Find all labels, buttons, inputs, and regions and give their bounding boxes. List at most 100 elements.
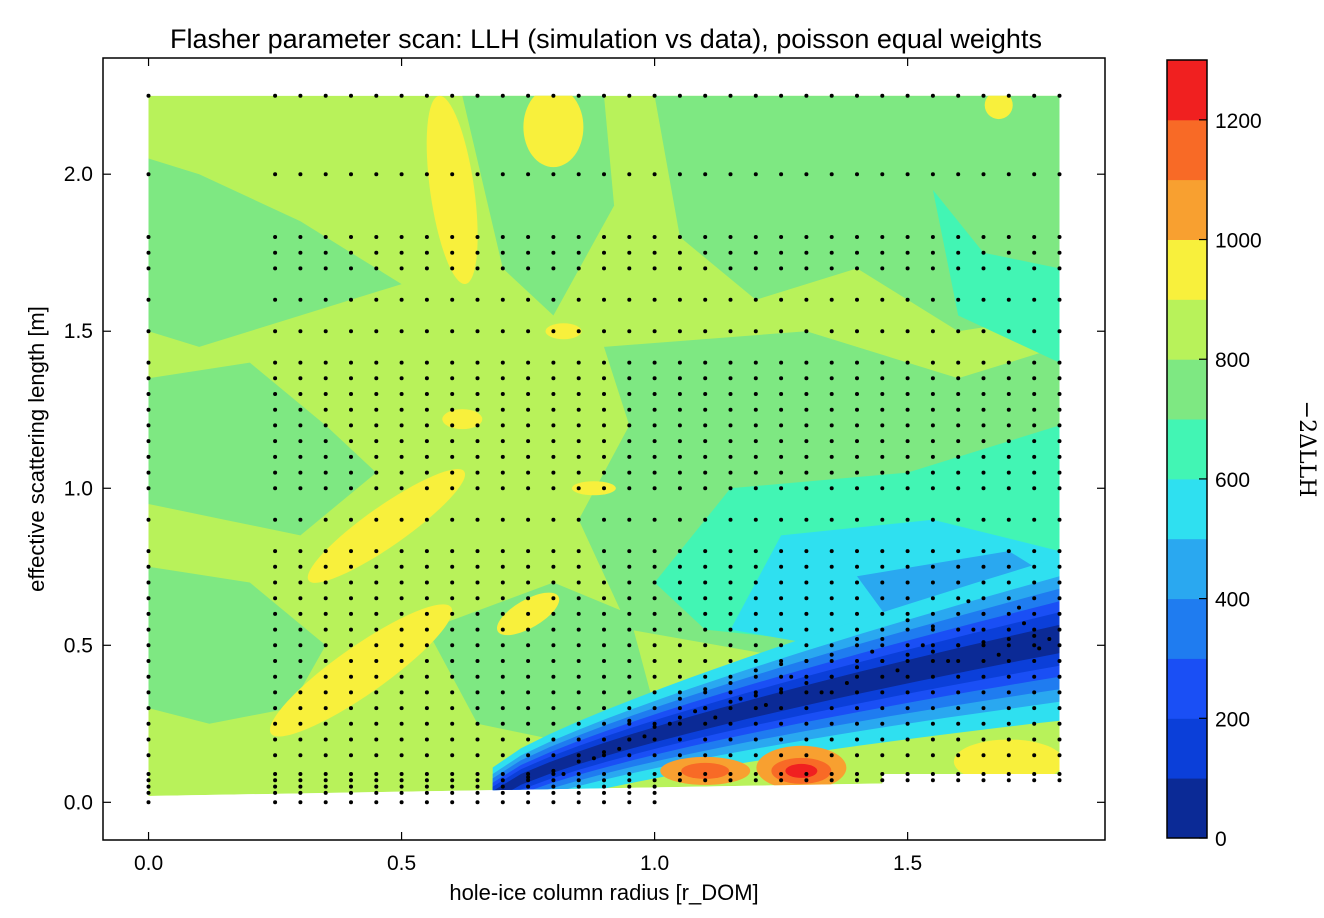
- sample-point: [981, 470, 986, 475]
- sample-point: [424, 674, 429, 679]
- sample-point: [1057, 235, 1062, 239]
- sample-point: [1032, 392, 1037, 396]
- sample-point: [500, 784, 505, 789]
- sample-point: [1057, 674, 1062, 679]
- colorbar-segment: [1167, 119, 1207, 181]
- colorbar-segment: [1167, 359, 1207, 420]
- sample-point: [450, 790, 455, 795]
- sample-point: [576, 93, 581, 98]
- sample-point: [905, 172, 910, 177]
- sample-point: [804, 659, 809, 663]
- sample-point: [273, 470, 278, 475]
- sample-point: [298, 454, 303, 459]
- contour-level-600-700-a: [932, 189, 1060, 363]
- sample-point: [602, 439, 606, 444]
- sample-point: [450, 392, 455, 396]
- sample-point: [829, 329, 834, 334]
- sample-point: [677, 549, 682, 554]
- sample-point: [703, 674, 708, 679]
- sample-point: [880, 611, 885, 616]
- sample-point: [753, 627, 758, 632]
- sample-point: [475, 800, 480, 805]
- sample-point: [146, 659, 151, 663]
- sample-point: [450, 596, 455, 601]
- sample-point: [905, 423, 910, 428]
- sample-point: [500, 376, 505, 381]
- sample-point: [576, 549, 581, 554]
- sample-point: [652, 784, 657, 789]
- sample-point: [804, 643, 809, 648]
- sample-point: [399, 93, 404, 98]
- sample-point: [855, 665, 859, 670]
- sample-point: [475, 596, 480, 601]
- sample-point: [1057, 596, 1062, 601]
- sample-point: [1032, 517, 1037, 522]
- sample-point: [602, 564, 606, 569]
- sample-point: [677, 360, 682, 365]
- sample-point: [475, 627, 480, 632]
- sample-point: [728, 681, 733, 685]
- sample-point: [779, 627, 784, 632]
- sample-point: [273, 753, 278, 758]
- sample-point: [526, 721, 531, 726]
- sample-point: [753, 690, 758, 695]
- sample-point: [779, 172, 784, 177]
- sample-point: [551, 627, 556, 632]
- sample-point: [627, 486, 632, 491]
- sample-point: [779, 329, 784, 334]
- sample-point: [602, 580, 606, 585]
- sample-point: [298, 407, 303, 412]
- sample-point: [526, 360, 531, 365]
- sample-point: [905, 266, 910, 271]
- sample-point: [551, 360, 556, 365]
- hot-spot-a-core: [681, 762, 730, 779]
- sample-point: [273, 250, 278, 255]
- sample-point: [1006, 470, 1011, 475]
- sample-point: [703, 250, 708, 255]
- sample-point: [855, 549, 859, 554]
- sample-point: [956, 674, 961, 679]
- sample-point: [602, 674, 606, 679]
- sample-point: [652, 706, 657, 711]
- sample-point: [753, 668, 758, 673]
- sample-point: [273, 93, 278, 98]
- sample-point: [855, 360, 859, 365]
- sample-point: [753, 721, 758, 726]
- sample-point: [146, 392, 151, 396]
- sample-point: [146, 486, 151, 491]
- sample-point: [374, 235, 379, 239]
- colorbar-tick-label: 200: [1215, 708, 1250, 731]
- sample-point: [652, 721, 657, 726]
- sample-point: [500, 235, 505, 239]
- sample-point: [956, 266, 961, 271]
- sample-point: [804, 753, 809, 758]
- sample-point: [576, 706, 581, 711]
- sample-point: [500, 297, 505, 302]
- sample-point: [399, 627, 404, 632]
- sample-point: [602, 423, 606, 428]
- sample-point: [399, 790, 404, 795]
- sample-point: [1037, 646, 1042, 651]
- sample-point: [627, 439, 632, 444]
- sample-point: [1057, 627, 1062, 632]
- sample-point: [323, 772, 328, 776]
- sample-point: [956, 439, 961, 444]
- sample-point: [779, 266, 784, 271]
- sample-point: [1006, 172, 1011, 177]
- sample-point: [627, 235, 632, 239]
- sample-point: [728, 360, 733, 365]
- sample-point: [551, 753, 556, 758]
- sample-point: [475, 392, 480, 396]
- sample-point: [602, 778, 606, 783]
- sample-point: [374, 172, 379, 177]
- sample-point: [374, 784, 379, 789]
- plot-frame: [102, 57, 1106, 841]
- sample-point: [905, 611, 910, 616]
- sample-point: [475, 360, 480, 365]
- sample-point: [779, 690, 784, 695]
- sample-point: [981, 627, 986, 632]
- sample-point: [500, 517, 505, 522]
- sample-point: [602, 329, 606, 334]
- sample-point: [551, 549, 556, 554]
- sample-point: [956, 329, 961, 334]
